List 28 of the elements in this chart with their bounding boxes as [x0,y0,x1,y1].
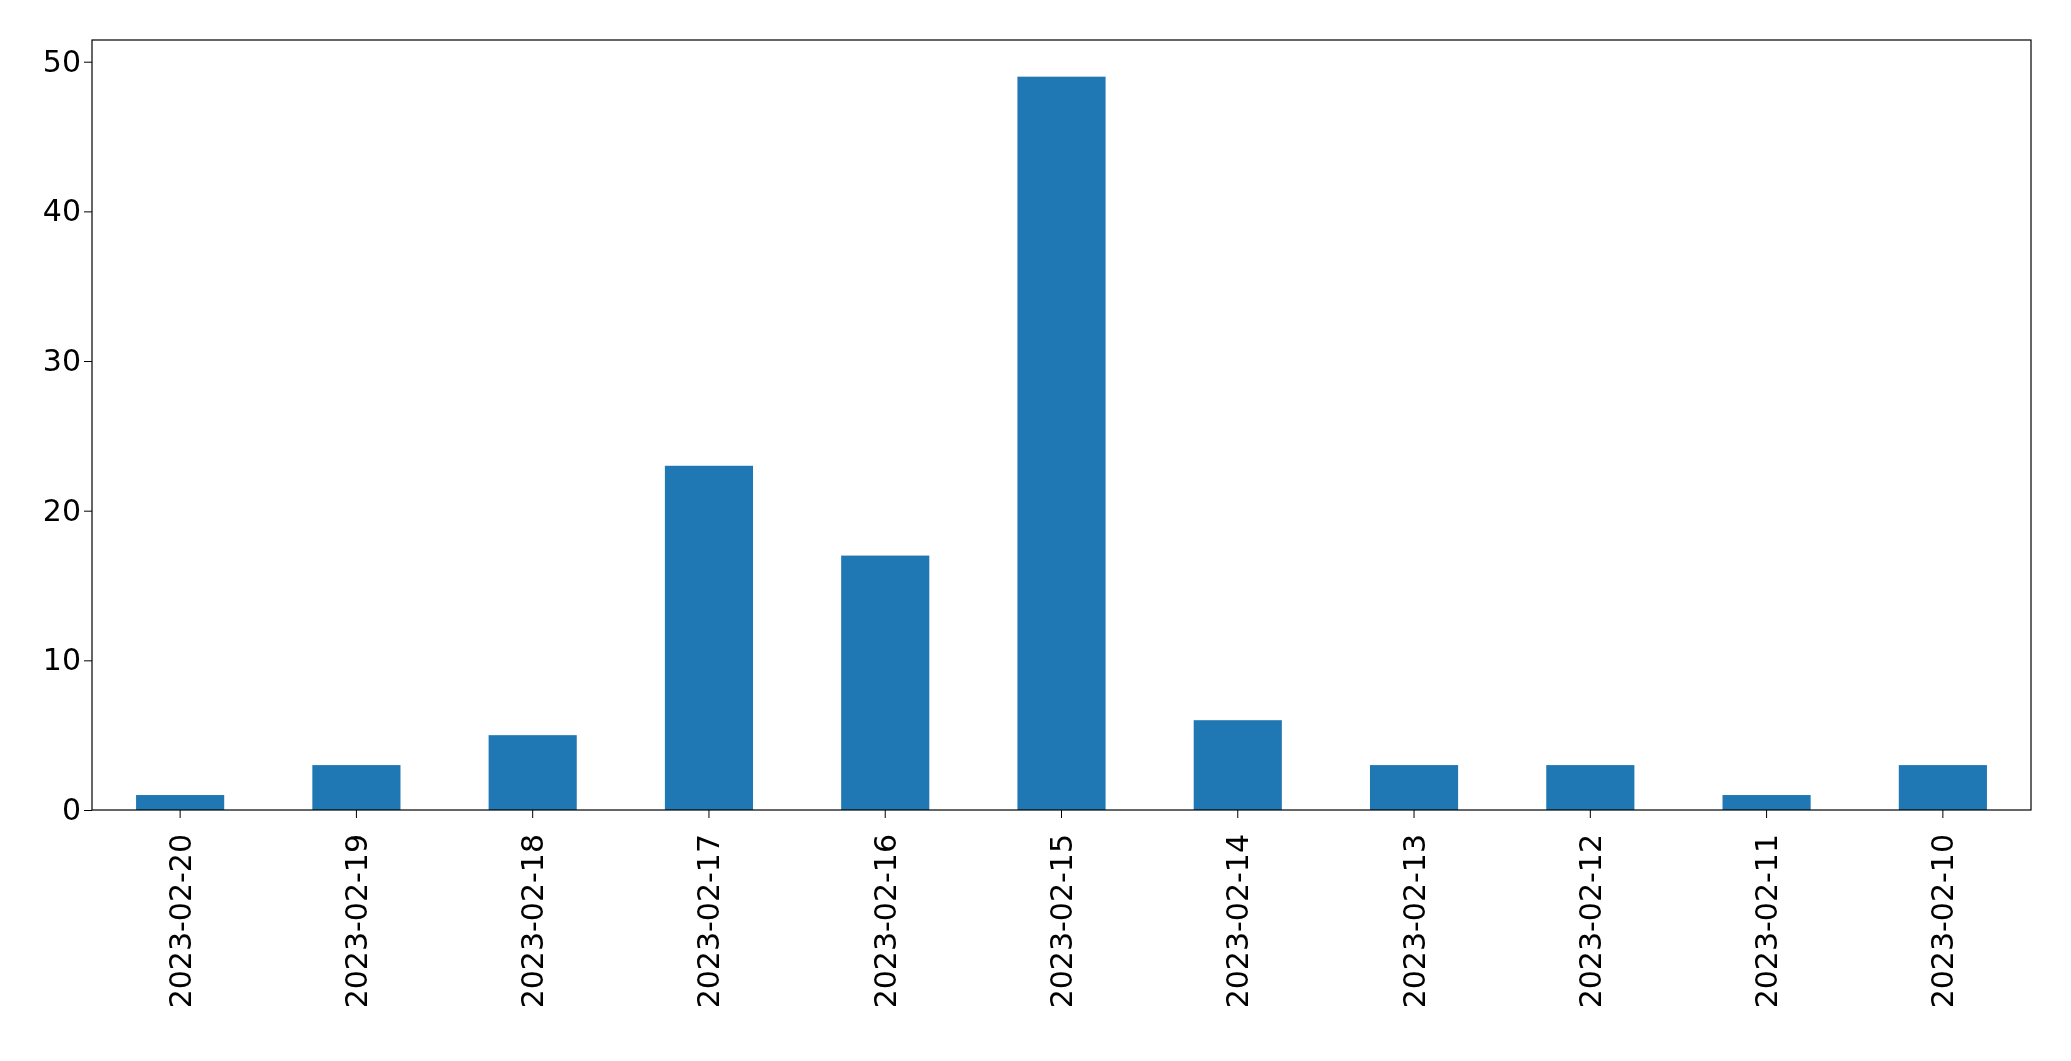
bar [664,465,754,810]
y-tick-label: 10 [42,642,81,678]
x-tick-label: 2023-02-14 [1220,834,1256,1009]
bar [1193,720,1282,810]
x-tick-label: 2023-02-11 [1749,834,1785,1009]
x-tick-label: 2023-02-18 [515,834,551,1009]
y-tick-label: 0 [61,792,81,828]
y-tick-label: 50 [42,43,81,79]
bar [1017,76,1106,810]
y-tick-label: 20 [42,492,81,528]
bar [312,765,401,810]
bar [841,555,930,810]
bar [1369,765,1459,810]
x-tick-label: 2023-02-12 [1572,834,1608,1009]
bar [1722,795,1811,810]
bar [136,795,225,810]
bar [1898,765,1987,810]
x-tick-label: 2023-02-17 [691,834,727,1009]
x-tick-label: 2023-02-15 [1044,834,1079,1009]
y-tick-label: 30 [42,343,81,379]
x-tick-label: 2023-02-10 [1925,834,1961,1009]
x-tick-label: 2023-02-20 [162,834,198,1009]
x-tick-label: 2023-02-19 [338,834,374,1009]
x-tick-label: 2023-02-16 [867,834,903,1009]
x-tick-label: 2023-02-13 [1396,834,1432,1009]
bar [488,735,577,810]
bar [1546,765,1635,810]
y-tick-label: 40 [42,193,81,229]
